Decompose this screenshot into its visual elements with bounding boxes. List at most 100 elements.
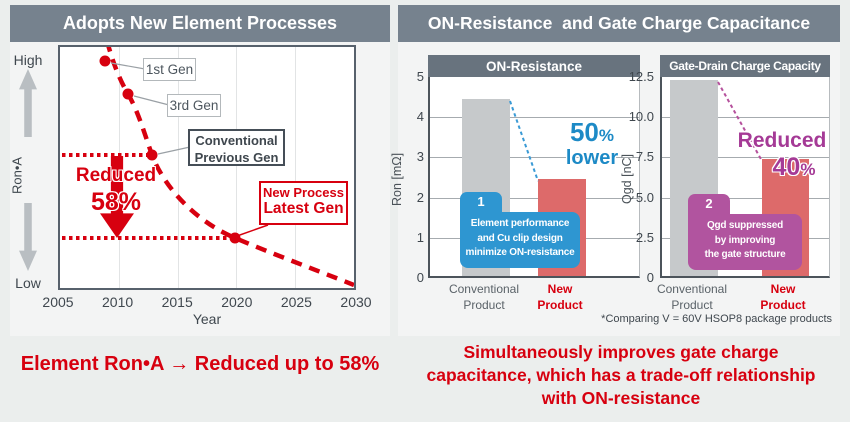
lower-label: lower <box>565 147 619 169</box>
y-axis-title: Ron•A <box>9 156 25 194</box>
callout-2: 2 Qgd suppressed by improving the gate s… <box>688 194 802 270</box>
category-line: New <box>547 282 573 296</box>
y-tick: 5 <box>416 69 424 84</box>
callout-1-number: 1 <box>460 192 502 212</box>
annotation-conventional-line2: Previous Gen <box>194 149 279 165</box>
x-tick: 2030 <box>340 294 372 310</box>
y-tick: 10.0 <box>628 109 654 124</box>
data-point-1st-gen <box>99 55 111 67</box>
category-line: Product <box>760 297 806 312</box>
category-line: Conventional <box>656 282 728 296</box>
right-caption: Simultaneously improves gate charge capa… <box>395 341 847 410</box>
data-point-latest-gen <box>229 232 241 244</box>
x-tick: 2005 <box>42 294 74 310</box>
fifty-percent-label: 50% <box>550 117 634 148</box>
category-conventional: Conventional Product <box>438 282 530 313</box>
y-tick: 4 <box>416 109 424 124</box>
connector-3rd-gen <box>133 95 170 106</box>
delta-dashed-line-blue <box>509 100 539 182</box>
gridline <box>430 117 639 118</box>
callout-2-line2: by improving <box>714 234 776 246</box>
element-process-panel: Adopts New Element Processes High Ron•A … <box>10 5 390 336</box>
gridline <box>430 157 639 158</box>
category-line: Conventional <box>448 282 520 296</box>
annotation-conventional-line1: Conventional <box>195 133 278 148</box>
gridline <box>295 47 297 288</box>
gridline <box>662 198 829 199</box>
reduced-label: Reduced <box>75 165 157 186</box>
x-tick: 2015 <box>161 294 193 310</box>
y-axis-high-label: High <box>13 52 43 68</box>
category-new: New Product <box>737 282 829 313</box>
category-line: Product <box>463 297 505 312</box>
gridline <box>236 47 238 288</box>
left-panel-title: Adopts New Element Processes <box>10 5 390 42</box>
forty-number: 40 <box>772 153 801 181</box>
y-tick: 2 <box>416 190 424 205</box>
category-line: New <box>770 282 796 296</box>
category-conventional: Conventional Product <box>646 282 738 313</box>
annotation-latest-line2: Latest Gen <box>263 200 344 217</box>
y-tick: 3 <box>416 149 424 164</box>
annotation-1st-gen: 1st Gen <box>143 58 196 81</box>
right-panel-title: ON-Resistance and Gate Charge Capacitanc… <box>398 5 840 42</box>
callout-1-line2: and Cu clip design <box>477 232 563 244</box>
gridline <box>662 157 829 158</box>
connector-latest-gen <box>236 224 269 237</box>
callout-1-text: Element performance and Cu clip design m… <box>460 212 580 268</box>
right-caption-line1: Simultaneously improves gate charge <box>463 342 779 362</box>
y-tick: 1 <box>416 230 424 245</box>
forty-pct-sign: % <box>800 160 816 179</box>
delta-dashed-line-magenta <box>717 81 763 162</box>
annotation-3rd-gen: 3rd Gen <box>167 94 221 117</box>
fifty-pct-sign: % <box>598 126 615 145</box>
y-tick: 12.5 <box>628 69 654 84</box>
callout-1: 1 Element performance and Cu clip design… <box>460 192 580 268</box>
reduced-percent: 58% <box>90 188 142 216</box>
y-tick: 7.5 <box>635 149 654 164</box>
connector-conventional <box>157 146 191 155</box>
x-tick: 2020 <box>221 294 253 310</box>
category-line: Product <box>671 297 713 312</box>
on-resistance-plot: 50% lower 1 Element performance and Cu c… <box>428 77 640 278</box>
data-point-3rd-gen <box>122 88 134 100</box>
on-resistance-chart-title: ON-Resistance <box>428 55 640 77</box>
callout-2-line3: the gate structure <box>704 249 786 260</box>
trend-plot: Reduced 58% 1st Gen 3rd Gen Conventional… <box>58 45 356 290</box>
down-arrow-icon <box>19 203 37 271</box>
delta-line-layer <box>717 81 763 162</box>
category-line: Product <box>537 297 583 312</box>
category-new: New Product <box>514 282 606 313</box>
x-axis-title: Year <box>192 311 222 327</box>
gridline <box>430 198 639 199</box>
resistance-charge-panel: ON-Resistance and Gate Charge Capacitanc… <box>390 5 840 336</box>
y-axis-low-label: Low <box>15 275 41 291</box>
callout-1-line3: minimize ON-resistance <box>465 247 575 258</box>
x-tick: 2025 <box>280 294 312 310</box>
right-caption-line3: with ON-resistance <box>541 388 701 409</box>
callout-2-number: 2 <box>688 194 730 214</box>
qgd-chart-title: Gate-Drain Charge Capacity <box>660 55 830 77</box>
y-tick: 0 <box>416 270 424 285</box>
y-tick: 2.5 <box>635 230 654 245</box>
annotation-latest-gen: New Process Latest Gen <box>259 181 348 225</box>
ron-axis-title: Ron [mΩ] <box>390 152 404 206</box>
callout-1-line1: Element performance <box>470 218 570 229</box>
connector-1st-gen <box>110 62 146 70</box>
footnote: *Comparing V = 60V HSOP8 package product… <box>601 313 832 325</box>
fifty-number: 50 <box>569 117 599 147</box>
y-tick: 0 <box>646 270 654 285</box>
data-point-conventional <box>146 149 158 161</box>
reduced-label-qgd: Reduced <box>737 129 827 152</box>
callout-2-text: Qgd suppressed by improving the gate str… <box>688 214 802 270</box>
left-caption: Element Ron•A → Reduced up to 58% <box>20 353 380 375</box>
gridline <box>662 117 829 118</box>
callout-2-line1: Qgd suppressed <box>706 220 784 231</box>
y-tick: 5.0 <box>635 190 654 205</box>
gridline <box>177 47 179 288</box>
ron-a-decay-curve <box>106 47 354 288</box>
x-tick: 2010 <box>102 294 134 310</box>
right-caption-line2: capacitance, which has a trade-off relat… <box>426 365 816 386</box>
trend-curve-layer <box>62 47 354 288</box>
